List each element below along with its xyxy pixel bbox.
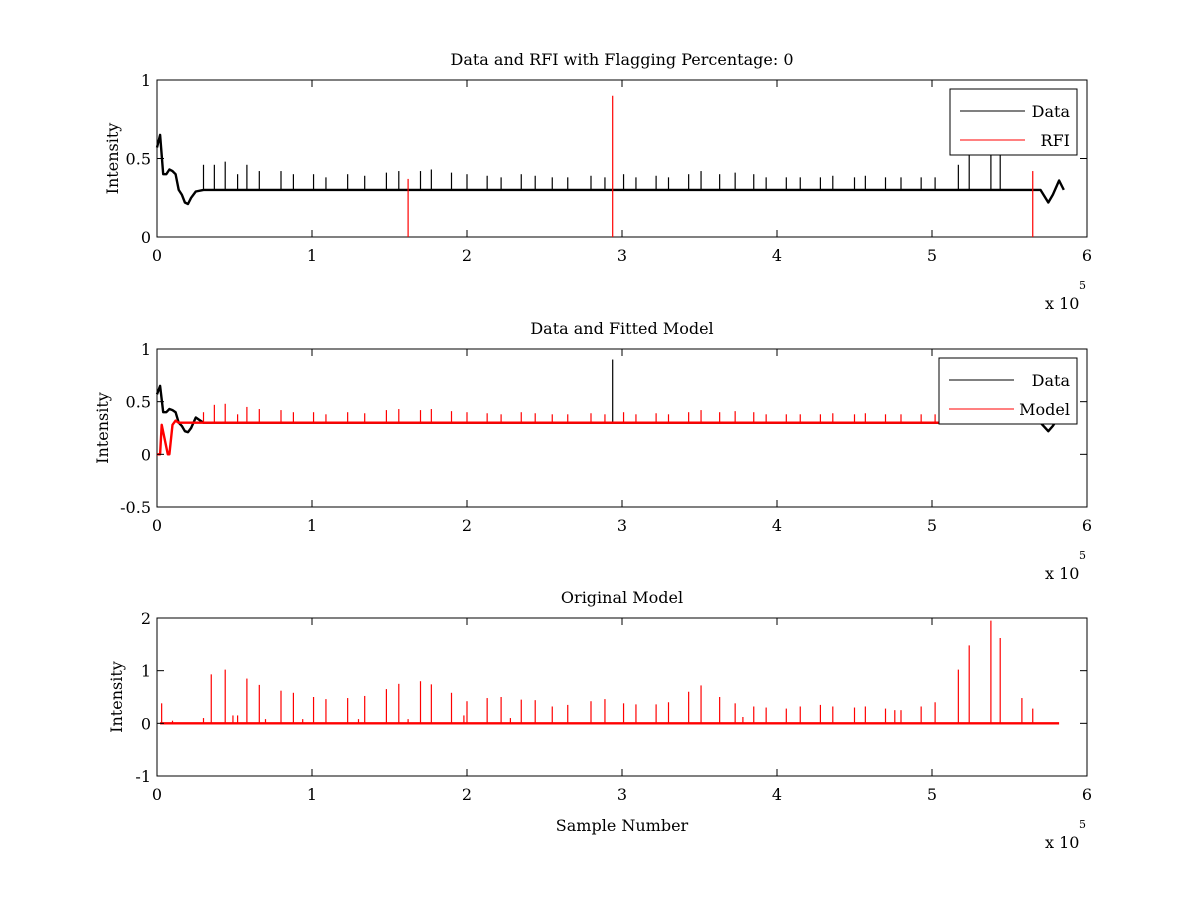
x-multiplier-exponent: 5 xyxy=(1079,279,1086,292)
x-tick-label: 5 xyxy=(927,246,937,265)
subplot-1: 0 1 2 3 4 5 6 0 0.5 1 Data and RFI with Flagging P… xyxy=(103,50,1092,313)
y-tick-label: 1 xyxy=(141,71,151,90)
series-line xyxy=(155,133,1065,206)
y-tick-label: 0 xyxy=(141,228,151,247)
chart-title: Data and RFI with Flagging Percentage: 0 xyxy=(450,50,793,69)
legend-label: Model xyxy=(1019,400,1070,419)
x-tick-label: 0 xyxy=(152,246,162,265)
x-tick-label: 1 xyxy=(307,246,317,265)
x-multiplier-base: x 10 xyxy=(1045,294,1079,313)
axes-frame xyxy=(156,617,1088,777)
legend-box xyxy=(949,88,1078,156)
x-tick-label: 5 xyxy=(927,516,937,535)
x-tick-label: 6 xyxy=(1082,516,1092,535)
x-tick-label: 1 xyxy=(307,785,317,804)
x-tick-label: 4 xyxy=(772,516,782,535)
x-tick-label: 5 xyxy=(927,785,937,804)
x-tick-label: 4 xyxy=(772,785,782,804)
x-multiplier-base: x 10 xyxy=(1045,833,1079,852)
y-tick-label: 0.5 xyxy=(126,393,151,412)
legend-box xyxy=(938,357,1078,425)
axes-frame xyxy=(156,348,1088,508)
x-multiplier-base: x 10 xyxy=(1045,564,1079,583)
series-data xyxy=(155,133,1065,206)
x-multiplier: x 105 xyxy=(1045,818,1086,852)
x-tick-label: 2 xyxy=(462,246,472,265)
y-tick-label: 0 xyxy=(141,714,151,733)
y-axis-label: Intensity xyxy=(93,392,112,464)
x-tick-label: 4 xyxy=(772,246,782,265)
y-tick-label: -0.5 xyxy=(120,498,151,517)
y-tick-label: 0.5 xyxy=(126,150,151,169)
x-tick-label: 2 xyxy=(462,516,472,535)
x-tick-label: 3 xyxy=(617,246,627,265)
x-tick-label: 1 xyxy=(307,516,317,535)
y-tick-label: 2 xyxy=(141,609,151,628)
y-axis-label: Intensity xyxy=(103,123,122,195)
y-tick-label: -1 xyxy=(135,767,151,786)
x-tick-label: 0 xyxy=(152,785,162,804)
chart-title: Original Model xyxy=(561,588,683,607)
series-model xyxy=(160,620,1060,725)
legend-label: RFI xyxy=(1041,131,1070,150)
y-tick-label: 1 xyxy=(141,662,151,681)
y-tick-label: 0 xyxy=(141,445,151,464)
x-multiplier: x 105 xyxy=(1045,279,1086,313)
series-rfi xyxy=(407,95,1034,237)
x-multiplier-exponent: 5 xyxy=(1079,549,1086,562)
chart-title: Data and Fitted Model xyxy=(530,319,713,338)
legend-label: Data xyxy=(1032,102,1071,121)
x-tick-label: 6 xyxy=(1082,246,1092,265)
x-tick-label: 6 xyxy=(1082,785,1092,804)
legend: Data RFI xyxy=(949,88,1078,156)
legend-label: Data xyxy=(1032,371,1071,390)
x-tick-label: 3 xyxy=(617,516,627,535)
x-multiplier-exponent: 5 xyxy=(1079,818,1086,831)
series-line xyxy=(157,419,948,456)
x-tick-label: 3 xyxy=(617,785,627,804)
axes-frame xyxy=(156,79,1088,238)
x-axis-label: Sample Number xyxy=(556,816,689,835)
y-axis-label: Intensity xyxy=(107,661,126,733)
x-tick-label: 2 xyxy=(462,785,472,804)
series-model xyxy=(157,403,948,456)
x-multiplier: x 105 xyxy=(1045,549,1086,583)
legend: Data Model xyxy=(938,357,1078,425)
y-tick-label: 1 xyxy=(141,340,151,359)
x-tick-label: 0 xyxy=(152,516,162,535)
